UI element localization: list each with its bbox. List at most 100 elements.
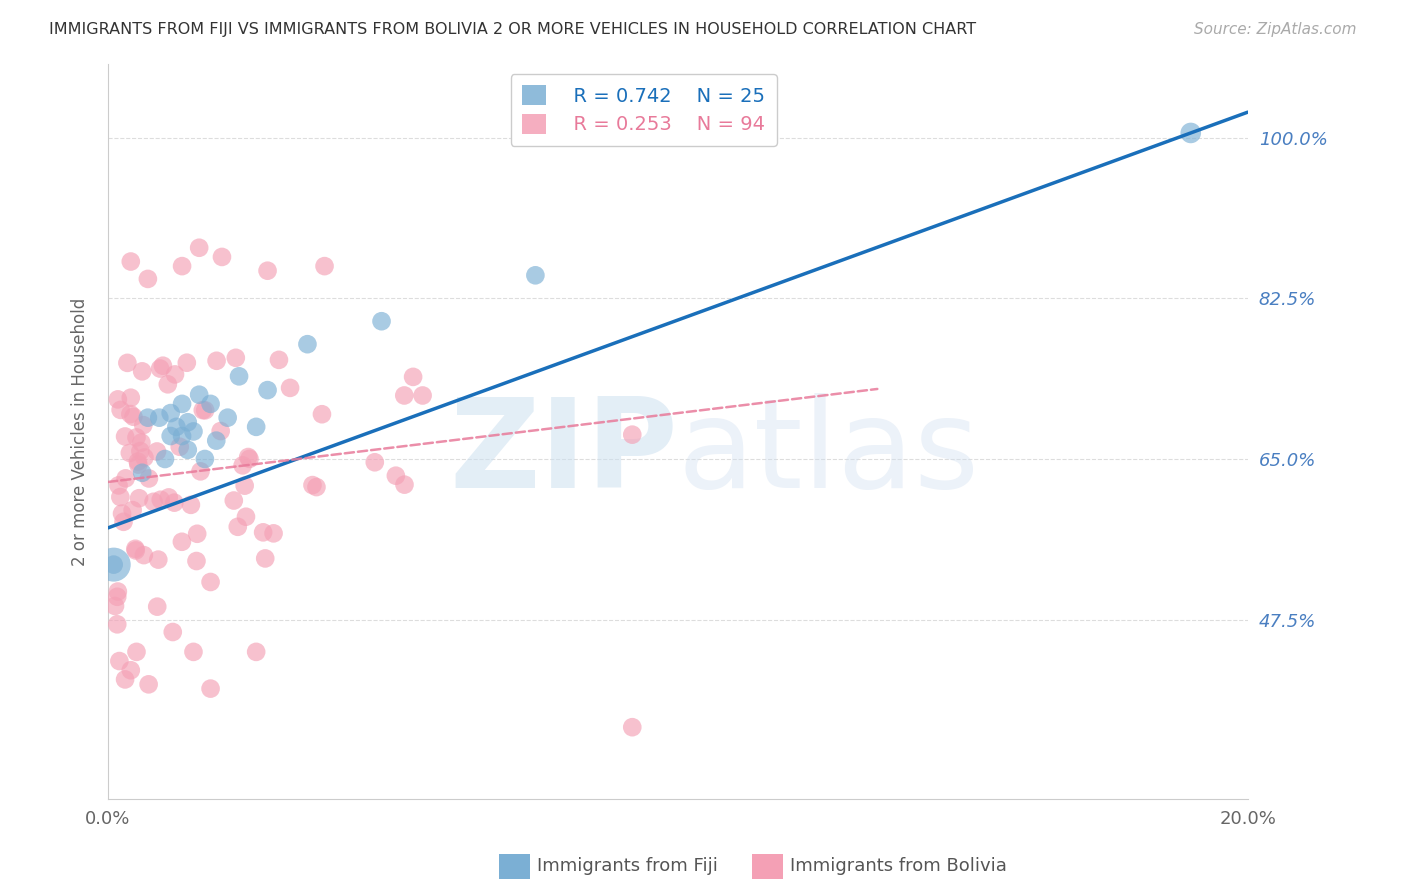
Point — [402, 370, 425, 384]
Point — [256, 383, 278, 397]
Point — [297, 337, 319, 351]
Point — [129, 444, 152, 458]
Point — [169, 440, 191, 454]
Point — [122, 409, 145, 424]
Point — [200, 397, 222, 411]
Point — [256, 263, 278, 277]
Point — [138, 471, 160, 485]
Point — [124, 541, 146, 556]
Point — [186, 526, 208, 541]
Point — [205, 353, 228, 368]
Point — [177, 442, 200, 457]
Point — [112, 515, 135, 529]
Point — [190, 464, 212, 478]
Point — [301, 478, 323, 492]
Point — [314, 259, 336, 273]
Point — [118, 446, 141, 460]
Point — [114, 471, 136, 485]
Point — [142, 495, 165, 509]
Point — [180, 498, 202, 512]
Point — [194, 403, 217, 417]
Text: IMMIGRANTS FROM FIJI VS IMMIGRANTS FROM BOLIVIA 2 OR MORE VEHICLES IN HOUSEHOLD : IMMIGRANTS FROM FIJI VS IMMIGRANTS FROM … — [49, 22, 976, 37]
Point — [132, 418, 155, 433]
Point — [159, 406, 181, 420]
Point — [121, 503, 143, 517]
Point — [117, 356, 139, 370]
Text: Immigrants from Bolivia: Immigrants from Bolivia — [790, 857, 1007, 875]
Point — [131, 466, 153, 480]
Text: Source: ZipAtlas.com: Source: ZipAtlas.com — [1194, 22, 1357, 37]
Point — [412, 388, 434, 402]
Point — [394, 388, 416, 402]
Point — [128, 491, 150, 506]
Point — [228, 369, 250, 384]
Point — [170, 259, 193, 273]
Point — [176, 356, 198, 370]
Point — [159, 429, 181, 443]
Legend:   R = 0.742    N = 25,   R = 0.253    N = 94: R = 0.742 N = 25, R = 0.253 N = 94 — [510, 74, 776, 146]
Point — [205, 434, 228, 448]
Point — [127, 454, 149, 468]
Point — [222, 493, 245, 508]
Point — [209, 424, 232, 438]
Point — [211, 250, 233, 264]
Point — [194, 452, 217, 467]
Point — [267, 352, 290, 367]
Point — [136, 410, 159, 425]
Point — [103, 558, 125, 572]
Point — [170, 534, 193, 549]
Point — [245, 645, 267, 659]
Point — [163, 368, 186, 382]
Point — [104, 599, 127, 613]
Point — [131, 435, 153, 450]
Point — [305, 480, 328, 494]
Point — [103, 558, 125, 572]
Point — [120, 407, 142, 421]
Point — [152, 359, 174, 373]
Point — [110, 490, 132, 504]
Point — [120, 391, 142, 405]
Point — [200, 574, 222, 589]
Point — [238, 450, 260, 464]
Point — [127, 458, 149, 472]
Point — [107, 478, 129, 492]
Point — [217, 410, 239, 425]
Point — [226, 520, 249, 534]
Point — [235, 509, 257, 524]
Point — [120, 254, 142, 268]
Point — [232, 458, 254, 473]
Point — [149, 361, 172, 376]
Point — [524, 268, 547, 283]
Point — [245, 420, 267, 434]
Point — [120, 663, 142, 677]
Point — [146, 444, 169, 458]
Point — [186, 554, 208, 568]
Point — [394, 477, 416, 491]
Point — [1180, 126, 1202, 140]
Point — [148, 410, 170, 425]
Point — [105, 617, 128, 632]
Point — [114, 429, 136, 443]
Point — [157, 491, 180, 505]
Point — [114, 673, 136, 687]
Point — [177, 415, 200, 429]
Point — [149, 492, 172, 507]
Point — [165, 420, 187, 434]
Point — [183, 645, 205, 659]
Point — [225, 351, 247, 365]
Point — [108, 654, 131, 668]
Text: Immigrants from Fiji: Immigrants from Fiji — [537, 857, 718, 875]
Point — [311, 407, 333, 421]
Point — [153, 452, 176, 467]
Point — [254, 551, 277, 566]
Y-axis label: 2 or more Vehicles in Household: 2 or more Vehicles in Household — [72, 297, 89, 566]
Point — [364, 455, 387, 469]
Point — [370, 314, 392, 328]
Point — [385, 468, 408, 483]
Point — [163, 496, 186, 510]
Point — [621, 427, 644, 442]
Point — [233, 478, 256, 492]
Point — [107, 392, 129, 407]
Point — [125, 430, 148, 444]
Point — [146, 599, 169, 614]
